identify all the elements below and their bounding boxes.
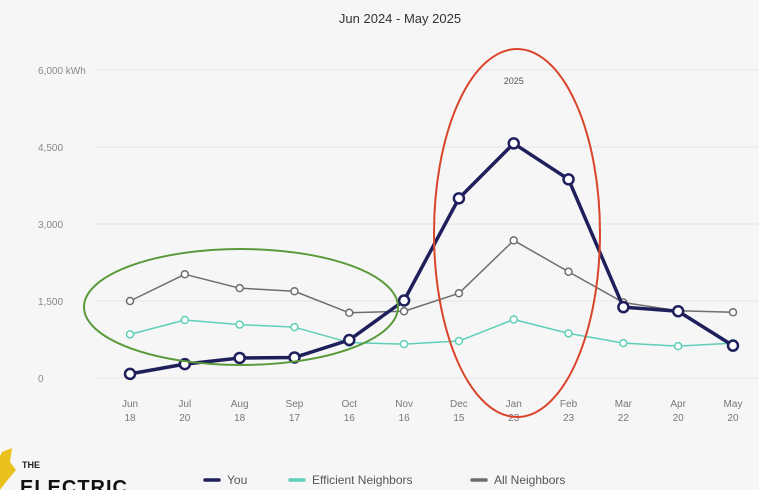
data-point <box>125 330 135 339</box>
x-tick-month: Mar <box>615 399 633 410</box>
legend-item: You <box>203 473 247 487</box>
y-tick-label: 1,500 <box>38 297 63 308</box>
x-tick-month: Apr <box>670 399 686 410</box>
data-point <box>235 283 244 293</box>
series-line <box>129 141 734 376</box>
data-point <box>233 351 246 365</box>
y-tick-label: 4,500 <box>38 143 63 154</box>
legend-label: Efficient Neighbors <box>312 473 413 487</box>
data-point <box>235 320 244 329</box>
legend-item: All Neighbors <box>470 473 565 487</box>
data-point <box>564 267 573 276</box>
series-lines <box>123 137 740 381</box>
y-tick-label: 3,000 <box>38 220 63 231</box>
x-tick-day: 23 <box>563 413 575 424</box>
x-tick-month: Dec <box>450 399 468 410</box>
data-point <box>343 333 356 347</box>
brand-the: THE <box>22 460 40 470</box>
x-tick-month: Jun <box>122 399 138 410</box>
x-tick-month: Nov <box>395 399 413 410</box>
series-line <box>129 318 734 347</box>
x-tick-day: 15 <box>453 413 465 424</box>
series-0 <box>123 137 740 381</box>
y-tick-label: 0 <box>38 374 44 385</box>
data-point <box>726 339 740 352</box>
data-point <box>345 308 354 318</box>
x-axis-ticks: Jun 18 Jul 20 Aug 18 Sep 17 Oct 16 Nov 16 Dec 15 Jan 23… <box>122 399 743 424</box>
x-tick-month: Feb <box>560 399 578 410</box>
data-point <box>619 338 628 348</box>
x-tick-day: 16 <box>344 413 356 424</box>
brand-logo: THE ELECTRIC <box>0 448 128 490</box>
x-tick-day: 20 <box>727 413 739 424</box>
data-point <box>509 315 518 324</box>
legend-label: You <box>227 473 247 487</box>
data-point <box>507 137 520 150</box>
x-tick-day: 22 <box>618 413 630 424</box>
data-point <box>290 286 299 296</box>
x-tick-month: Aug <box>231 399 249 410</box>
chart-title: Jun 2024 - May 2025 <box>339 11 461 26</box>
grid-lines <box>95 69 758 379</box>
x-tick-month: May <box>724 399 743 410</box>
data-point <box>180 270 190 279</box>
data-point <box>454 336 464 346</box>
y-axis-ticks: 0 1,500 3,000 4,500 6,000 kWh <box>38 66 86 385</box>
annotations: 2025 <box>504 76 524 86</box>
x-tick-day: 17 <box>289 413 301 424</box>
data-point <box>728 308 738 317</box>
data-point <box>180 315 190 325</box>
green-highlight-ellipse <box>83 248 399 366</box>
y-tick-label: 6,000 kWh <box>38 66 86 77</box>
data-point <box>617 300 630 314</box>
x-tick-day: 16 <box>399 413 411 424</box>
series-1 <box>125 315 738 351</box>
data-point <box>509 236 518 245</box>
data-point <box>123 367 137 381</box>
data-point <box>454 289 464 298</box>
x-tick-day: 20 <box>179 413 191 424</box>
x-tick-day: 20 <box>673 413 685 424</box>
x-tick-day: 18 <box>124 413 136 424</box>
series-line <box>129 239 734 314</box>
x-tick-month: Jul <box>178 399 191 410</box>
legend-item: Efficient Neighbors <box>288 473 413 487</box>
annotation-label: 2025 <box>504 76 524 86</box>
data-point <box>673 341 683 351</box>
data-point <box>399 307 409 316</box>
x-tick-month: Sep <box>286 399 304 410</box>
x-tick-day: 18 <box>234 413 246 424</box>
lightbulb-icon <box>0 448 16 490</box>
series-2 <box>125 236 738 318</box>
data-point <box>397 294 411 307</box>
data-point <box>125 296 135 306</box>
brand-electric: ELECTRIC <box>20 477 128 490</box>
x-tick-day: 23 <box>508 413 520 424</box>
legend: You Efficient Neighbors All Neighbors <box>203 473 565 487</box>
legend-label: All Neighbors <box>494 473 565 487</box>
data-point <box>671 305 685 318</box>
data-point <box>564 329 573 338</box>
x-tick-month: Jan <box>506 399 522 410</box>
data-point <box>290 322 299 332</box>
x-tick-month: Oct <box>341 399 357 410</box>
red-highlight-ellipse <box>433 48 601 418</box>
data-point <box>562 173 575 186</box>
data-point <box>452 192 466 205</box>
data-point <box>399 339 409 349</box>
